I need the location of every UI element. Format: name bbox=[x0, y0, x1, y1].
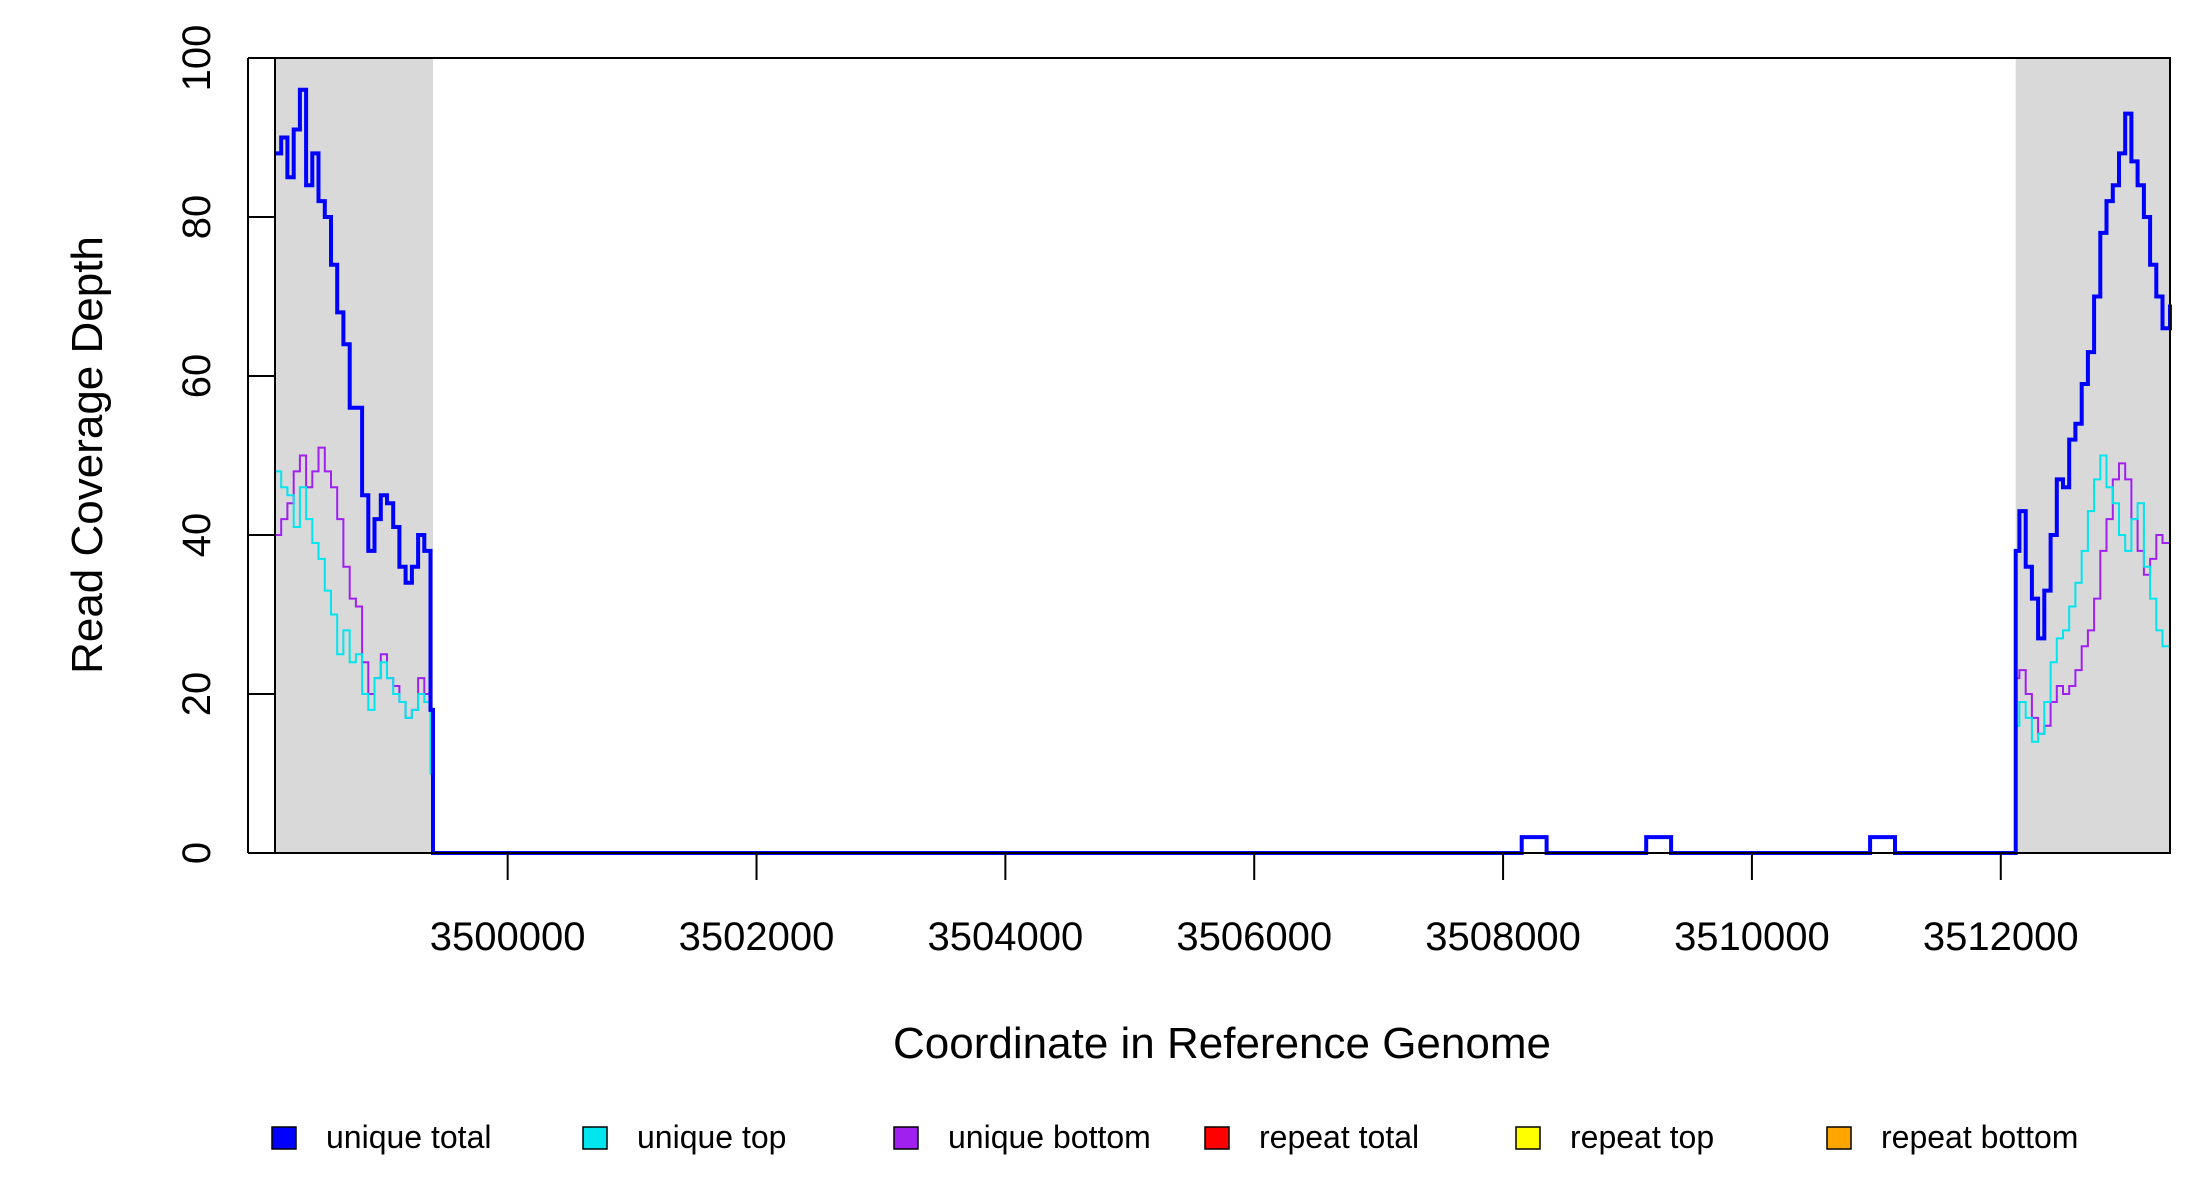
series-line-unique-top bbox=[275, 454, 2171, 854]
shaded-regions bbox=[275, 58, 2170, 853]
axes: 0 20 40 60 80 100 3500000 3502000 3504000 3506000… bbox=[175, 25, 2079, 959]
legend-swatch bbox=[1204, 1126, 1230, 1150]
y-tick-label: 100 bbox=[175, 25, 219, 92]
legend-label: repeat bottom bbox=[1881, 1119, 2078, 1155]
series-lines bbox=[275, 87, 2172, 855]
series-line-unique-total bbox=[275, 87, 2172, 855]
x-tick-label: 3508000 bbox=[1425, 915, 1581, 959]
legend-swatch bbox=[893, 1126, 919, 1150]
x-axis-title: Coordinate in Reference Genome bbox=[893, 1019, 1551, 1068]
y-tick-label: 60 bbox=[175, 354, 219, 399]
legend: unique total unique top unique bottom repea… bbox=[271, 1119, 2078, 1155]
legend-swatch bbox=[582, 1126, 608, 1150]
x-tick-label: 3510000 bbox=[1674, 915, 1830, 959]
legend-label: repeat top bbox=[1570, 1119, 1714, 1155]
x-tick-label: 3512000 bbox=[1923, 915, 2079, 959]
series-line-unique-bottom bbox=[275, 446, 2171, 854]
x-tick-label: 3502000 bbox=[679, 915, 835, 959]
x-tick-label: 3506000 bbox=[1176, 915, 1332, 959]
plot-frame bbox=[274, 57, 2171, 854]
legend-label: unique total bbox=[326, 1119, 491, 1155]
legend-label: repeat total bbox=[1259, 1119, 1419, 1155]
shaded-region-1 bbox=[275, 58, 434, 853]
y-axis-title: Read Coverage Depth bbox=[63, 236, 112, 674]
y-tick-label: 20 bbox=[175, 672, 219, 717]
x-tick-label: 3504000 bbox=[928, 915, 1084, 959]
legend-swatch bbox=[271, 1126, 297, 1150]
y-tick-label: 40 bbox=[175, 513, 219, 558]
y-tick-label: 80 bbox=[175, 195, 219, 240]
x-tick-label: 3500000 bbox=[430, 915, 586, 959]
legend-swatch bbox=[1826, 1126, 1852, 1150]
legend-swatch bbox=[1515, 1126, 1541, 1150]
legend-label: unique bottom bbox=[948, 1119, 1151, 1155]
legend-label: unique top bbox=[637, 1119, 786, 1155]
y-tick-label: 0 bbox=[175, 842, 219, 864]
